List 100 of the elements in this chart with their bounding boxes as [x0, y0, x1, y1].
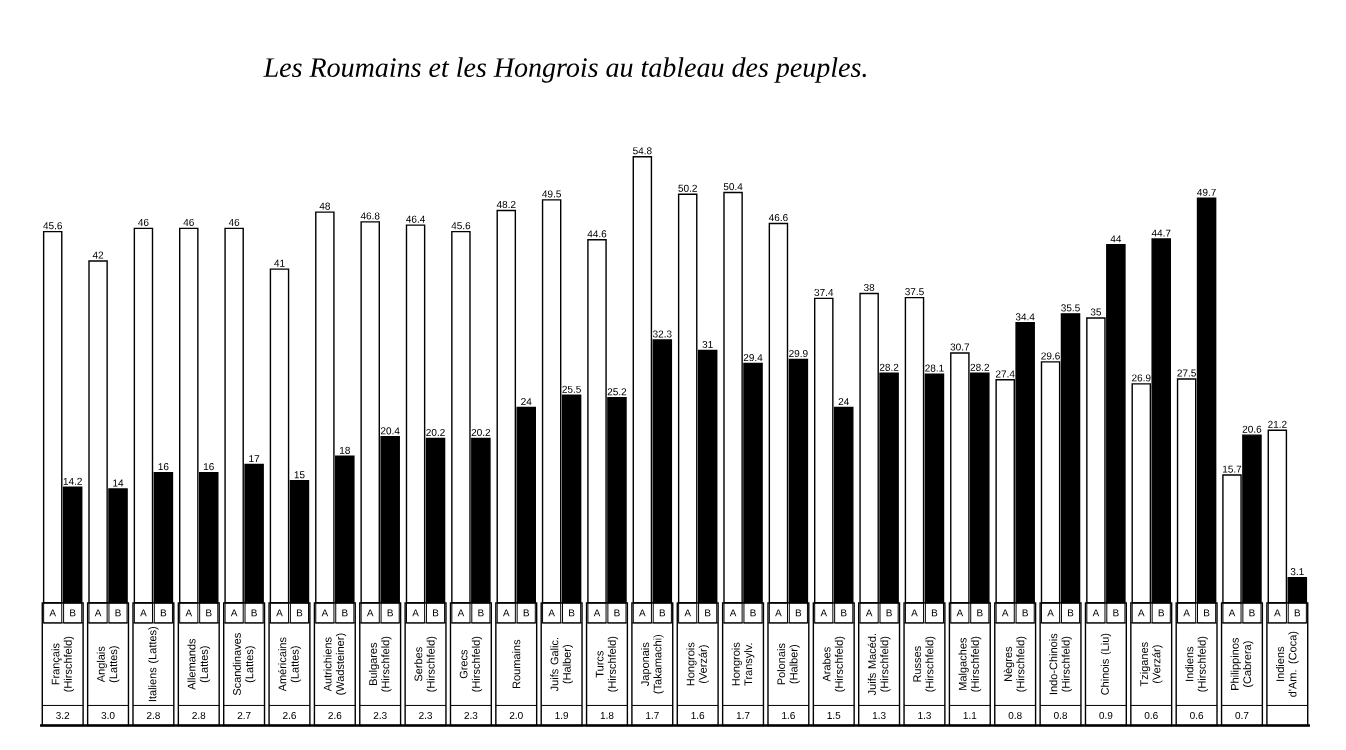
text: 0.6	[1144, 711, 1158, 720]
data-label: 25.5	[562, 385, 581, 393]
data-label: 20.2	[471, 428, 491, 436]
data-label: 16	[203, 463, 214, 471]
text: 2.8	[146, 711, 160, 720]
text: 3.2	[56, 711, 70, 720]
text: 2.6	[283, 711, 296, 720]
text: A	[230, 609, 238, 617]
data-label: 16	[158, 463, 169, 471]
x-tick-label: Hongrois (Verzár)	[686, 642, 710, 686]
legend-label: B	[70, 609, 76, 617]
data-label: 44.6	[587, 230, 607, 238]
x-tick-label: Turcs (Hirschfeld)	[595, 636, 619, 692]
data-label: 44.7	[1151, 229, 1171, 237]
data-label: 29.6	[1041, 352, 1060, 360]
text: B	[160, 609, 167, 617]
data-label: 49.5	[542, 190, 561, 198]
data-label: 27.4	[995, 370, 1015, 378]
data-label: 28.2	[970, 363, 990, 371]
data-label: 50.4	[723, 183, 743, 191]
data-label: 46	[183, 218, 194, 226]
text: B	[1022, 609, 1028, 617]
text: A	[548, 609, 555, 617]
data-label: 28.1	[925, 364, 944, 372]
data-label: 49.7	[1197, 188, 1216, 196]
text: B	[478, 609, 484, 617]
text: A	[276, 609, 283, 617]
x-tick-label: Anglais (Lattes)	[96, 646, 120, 683]
text: B	[433, 609, 439, 617]
text: B	[931, 609, 938, 617]
text: B	[296, 609, 303, 617]
text: B	[342, 609, 348, 617]
data-label: 29.9	[789, 349, 808, 358]
text: A	[140, 609, 147, 617]
data-label: 46.6	[768, 214, 788, 222]
text: A	[1047, 609, 1054, 617]
text: A	[1137, 609, 1145, 617]
text: A	[185, 609, 193, 617]
x-tick-label: Russes (Hirschfeld)	[913, 636, 936, 692]
data-label: 17	[249, 455, 260, 463]
data-label: 38	[863, 284, 875, 292]
text: B	[886, 609, 892, 617]
text: B	[115, 609, 121, 617]
text: 2.3	[464, 711, 478, 720]
data-label: 54.8	[633, 147, 652, 155]
text: B	[1113, 609, 1119, 617]
x-tick-label: Scandinaves (Lattes)	[232, 633, 256, 696]
text: 2.6	[328, 711, 342, 720]
x-tick-label: Indo-Chinois (Hirschfeld)	[1049, 633, 1072, 695]
data-label: 18	[340, 446, 350, 454]
text: B	[705, 609, 711, 617]
data-label: 45.6	[43, 222, 62, 230]
x-tick-label: Philippinos (Cabrera)	[1230, 637, 1254, 690]
data-label: 31	[702, 341, 713, 349]
data-label: 14.2	[63, 477, 82, 485]
data-label: 42	[92, 251, 104, 259]
text: 2.8	[192, 711, 206, 720]
data-label: 46	[228, 218, 240, 226]
data-label: 50.2	[678, 184, 697, 192]
text: B	[659, 609, 666, 617]
text: A	[684, 609, 692, 617]
x-tick-label: Bulgares (Hirschfeld)	[368, 636, 392, 692]
text: B	[977, 609, 983, 617]
text: A	[1183, 609, 1190, 617]
x-tick-label: Français (Hirschfeld)	[51, 636, 75, 692]
data-label: 34.4	[1015, 313, 1035, 321]
text: A	[593, 609, 601, 617]
data-label: 37.4	[814, 288, 834, 296]
text: 1.7	[646, 712, 659, 719]
text: B	[1067, 609, 1074, 617]
text: A	[956, 609, 964, 617]
text: B	[251, 609, 257, 617]
data-label: 15.7	[1223, 465, 1242, 473]
x-tick-label: Grecs (Hirschfeld)	[459, 636, 483, 692]
data-label: 27.5	[1177, 369, 1196, 377]
x-tick-label: Allemands (Lattes)	[187, 638, 211, 690]
data-label: 35	[1090, 308, 1102, 316]
x-tick-label: Indiens (Hirschfeld)	[1185, 636, 1208, 692]
data-label: 20.4	[380, 427, 400, 435]
text: B	[523, 609, 530, 617]
x-tick-label: Roumains	[512, 639, 521, 689]
data-label: 26.9	[1132, 374, 1151, 382]
x-tick-label: Malgaches (Hirschfeld)	[958, 636, 982, 692]
x-tick-label: Tziganes (Verzár)	[1139, 642, 1163, 687]
text: A	[1228, 609, 1236, 617]
data-label: 46.8	[360, 212, 380, 220]
x-tick-label: Chinois (Liu)	[1100, 633, 1112, 695]
data-label: 24	[521, 398, 532, 406]
x-tick-label: Arabes (Hirschfeld)	[822, 636, 846, 692]
data-label: 28.2	[879, 363, 899, 371]
text: 0.8	[1053, 711, 1068, 720]
data-label: 41	[274, 259, 285, 267]
x-tick-label: Serbes (Hirschfeld)	[414, 636, 437, 692]
text: 2.0	[509, 711, 523, 720]
text: A	[412, 609, 419, 617]
text: A	[1274, 609, 1281, 617]
legend-label: A	[94, 609, 102, 617]
text: 1.7	[736, 712, 750, 719]
text: A	[775, 609, 782, 617]
data-label: 45.6	[451, 222, 471, 230]
